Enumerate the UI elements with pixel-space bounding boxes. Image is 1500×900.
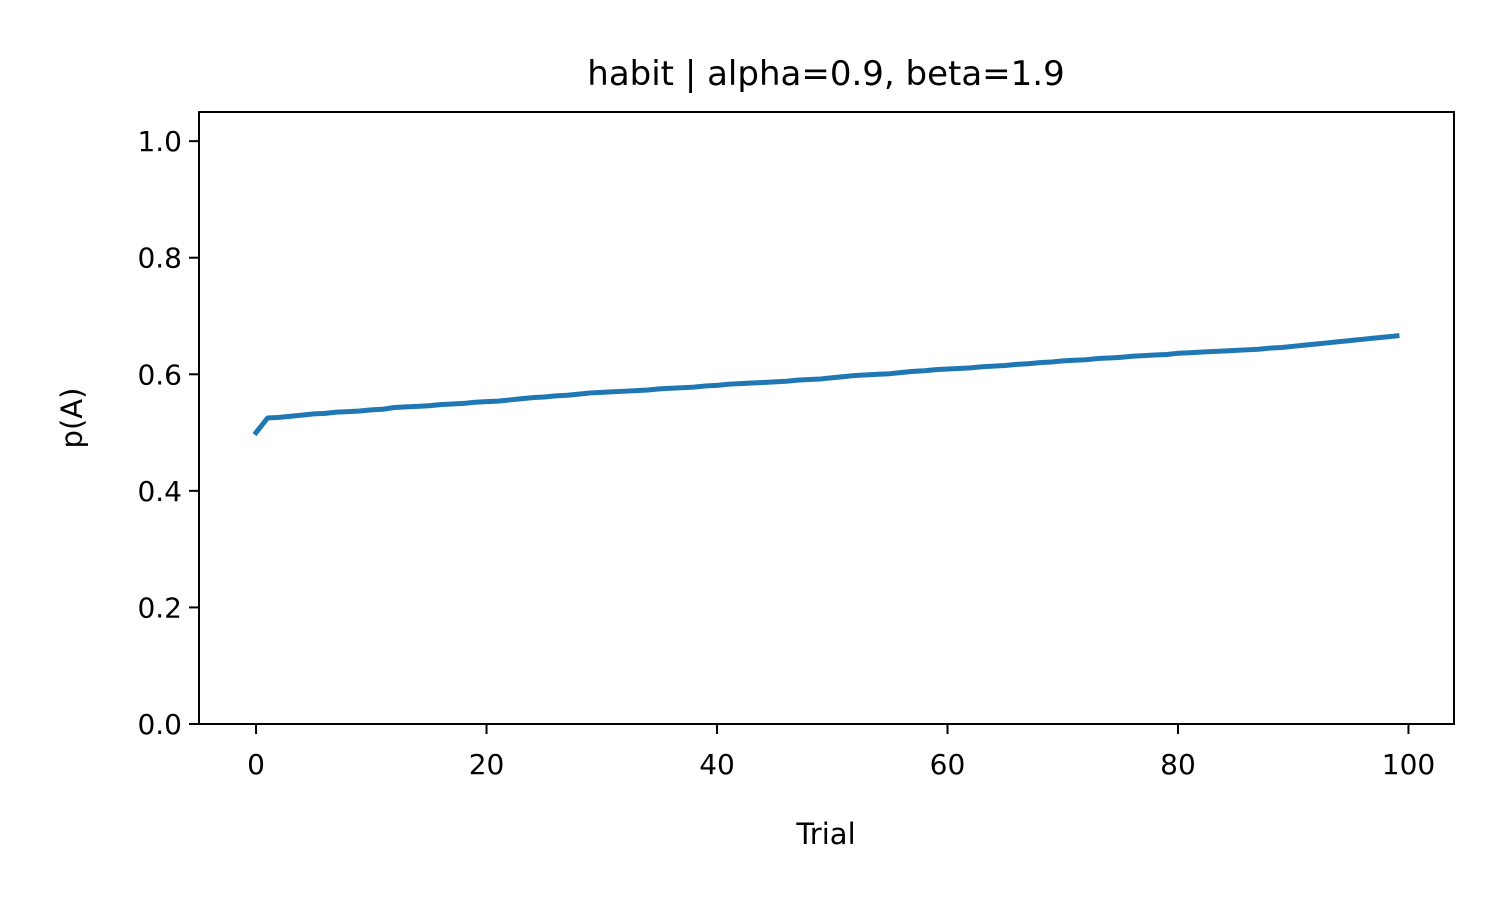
y-tick-label: 0.0 [137, 708, 182, 741]
x-tick-label: 80 [1160, 748, 1196, 781]
x-axis-ticks: 0 20 40 60 80 100 [247, 724, 1435, 781]
plot-area-frame [198, 111, 1455, 725]
y-tick-label: 1.0 [137, 125, 182, 158]
y-tick-label: 0.2 [137, 591, 182, 624]
y-axis-label: p(A) [55, 388, 89, 449]
chart-title: habit | alpha=0.9, beta=1.9 [587, 54, 1064, 94]
y-tick-label: 0.6 [137, 358, 182, 391]
y-tick-label: 0.8 [137, 242, 182, 275]
y-tick-label: 0.4 [137, 475, 182, 508]
x-tick-label: 60 [930, 748, 966, 781]
series-line [252, 333, 1400, 437]
x-tick-label: 0 [247, 748, 265, 781]
y-axis-ticks: 0.0 0.2 0.4 0.6 0.8 1.0 [137, 125, 199, 741]
x-tick-label: 20 [469, 748, 505, 781]
x-tick-label: 40 [699, 748, 735, 781]
x-tick-label: 100 [1382, 748, 1435, 781]
x-axis-label: Trial [795, 817, 855, 851]
